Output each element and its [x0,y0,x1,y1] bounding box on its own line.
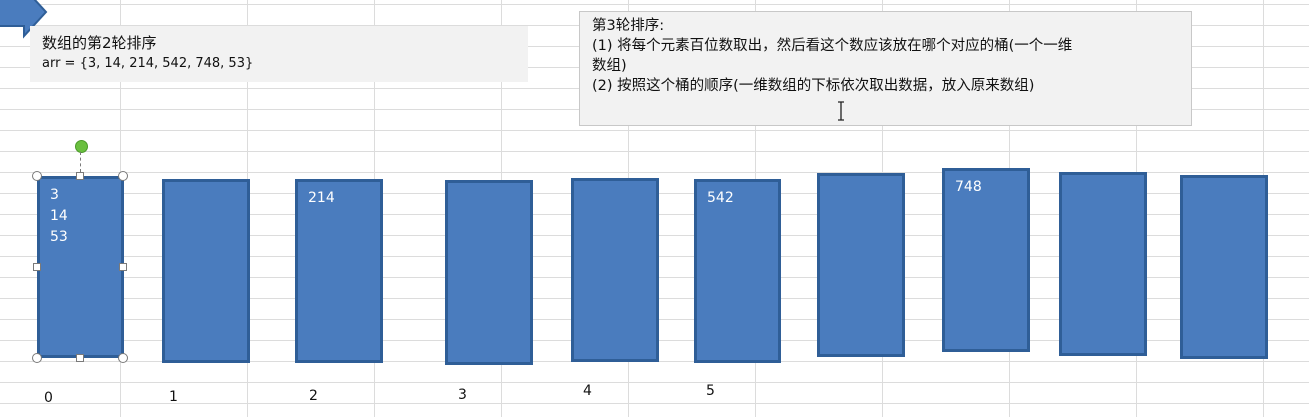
round-3-title: 第3轮排序: [592,18,665,34]
bucket-index-3: 3 [458,387,467,403]
bucket-value: 542 [707,190,734,206]
text-cursor-icon [838,101,844,121]
bucket-5[interactable]: 542 [694,179,781,363]
rotate-handle-line [80,152,81,172]
resize-handle-top[interactable] [76,172,84,180]
bucket-value: 14 [50,208,68,224]
bucket-index-1: 1 [169,389,178,405]
bucket-4[interactable] [571,178,659,362]
bucket-value: 3 [50,187,59,203]
resize-handle-top-right[interactable] [118,171,128,181]
resize-handle-right[interactable] [119,263,127,271]
rotate-handle[interactable] [75,140,88,153]
round-2-title: 数组的第2轮排序 [42,34,157,52]
resize-handle-top-left[interactable] [32,171,42,181]
round-3-note[interactable]: 第3轮排序: (1) 将每个元素百位数取出，然后看这个数应该放在哪个对应的桶(一… [579,11,1192,126]
bucket-8[interactable] [1059,172,1147,356]
resize-handle-bottom-left[interactable] [32,353,42,363]
bucket-7[interactable]: 748 [942,168,1030,352]
bucket-3[interactable] [445,180,533,365]
bucket-value: 748 [955,179,982,195]
round-3-step-1-cont: 数组) [592,58,627,74]
bucket-2[interactable]: 214 [295,179,383,363]
bucket-9[interactable] [1180,175,1268,359]
array-definition: arr = {3, 14, 214, 542, 748, 53} [42,56,254,71]
bucket-index-0: 0 [44,390,53,406]
resize-handle-left[interactable] [33,263,41,271]
bucket-1[interactable] [162,179,250,363]
bucket-index-5: 5 [706,383,715,399]
bucket-value: 53 [50,229,68,245]
bucket-index-2: 2 [309,388,318,404]
round-3-step-1: (1) 将每个元素百位数取出，然后看这个数应该放在哪个对应的桶(一个一维 [592,38,1073,54]
resize-handle-bottom-right[interactable] [118,353,128,363]
bucket-6[interactable] [817,173,905,357]
resize-handle-bottom[interactable] [76,354,84,362]
bucket-index-4: 4 [583,383,592,399]
bucket-0[interactable]: 3 14 53 [37,176,124,358]
bucket-value: 214 [308,190,335,206]
arrow-shape-icon [0,0,48,39]
round-3-step-2: (2) 按照这个桶的顺序(一维数组的下标依次取出数据，放入原来数组) [592,78,1035,94]
round-2-note[interactable]: 数组的第2轮排序 arr = {3, 14, 214, 542, 748, 53… [30,26,528,82]
